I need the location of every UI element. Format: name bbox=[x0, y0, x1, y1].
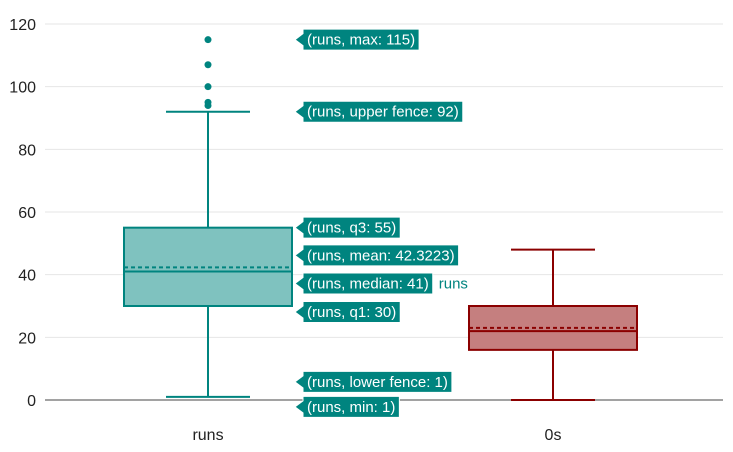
hover-label-text: (runs, upper fence: 92) bbox=[307, 104, 459, 121]
x-category-label: 0s bbox=[545, 427, 562, 444]
hover-label-text: (runs, mean: 42.3223) bbox=[307, 247, 455, 264]
hover-labels: (runs, max: 115) (runs, upper fence: 92) (… bbox=[294, 28, 468, 418]
y-tick-label: 40 bbox=[18, 268, 36, 285]
hover-label-text: (runs, min: 1) bbox=[307, 399, 395, 416]
box-trace-0s[interactable] bbox=[468, 248, 638, 401]
hover-label: (runs, median: 41) runs bbox=[294, 272, 468, 295]
outlier-point[interactable] bbox=[204, 83, 212, 91]
y-tick-label: 120 bbox=[9, 17, 36, 34]
outlier-point[interactable] bbox=[204, 98, 212, 106]
hover-label: (runs, mean: 42.3223) bbox=[294, 244, 460, 267]
box-trace-runs[interactable] bbox=[123, 36, 293, 398]
hover-label-box bbox=[294, 395, 400, 418]
hover-label-box bbox=[294, 272, 434, 295]
hover-label-text: (runs, q3: 55) bbox=[307, 220, 396, 237]
y-tick-label: 80 bbox=[18, 142, 36, 159]
y-axis-tick-labels: 0 20 40 60 80 100 120 bbox=[9, 17, 36, 410]
box-traces[interactable] bbox=[123, 36, 638, 401]
hover-label: (runs, min: 1) bbox=[294, 395, 400, 418]
y-tick-label: 100 bbox=[9, 80, 36, 97]
hover-label: (runs, q3: 55) bbox=[294, 216, 401, 239]
hover-label-box bbox=[294, 28, 420, 51]
y-tick-label: 60 bbox=[18, 205, 36, 222]
hover-label-box bbox=[294, 370, 453, 393]
hover-label-text: (runs, max: 115) bbox=[307, 32, 415, 49]
hover-label-text: (runs, lower fence: 1) bbox=[307, 374, 448, 391]
hover-label: (runs, max: 115) bbox=[294, 28, 420, 51]
hover-label-box bbox=[294, 244, 460, 267]
hover-label: (runs, q1: 30) bbox=[294, 301, 401, 323]
y-tick-label: 0 bbox=[27, 393, 36, 410]
hover-label: (runs, lower fence: 1) bbox=[294, 370, 453, 393]
hover-label-box bbox=[294, 100, 464, 123]
hover-trace-name: runs bbox=[439, 276, 468, 293]
outlier-point[interactable] bbox=[204, 36, 212, 44]
hover-label-box bbox=[294, 216, 401, 239]
hover-label-box bbox=[294, 301, 401, 323]
x-category-label: runs bbox=[192, 427, 223, 444]
hover-label-text: (runs, q1: 30) bbox=[307, 304, 396, 321]
hover-label-text: (runs, median: 41) bbox=[307, 276, 429, 293]
hover-label: (runs, upper fence: 92) bbox=[294, 100, 464, 123]
x-axis-category-labels: runs 0s bbox=[192, 427, 561, 444]
y-tick-label: 20 bbox=[18, 330, 36, 347]
outlier-point[interactable] bbox=[204, 61, 212, 69]
